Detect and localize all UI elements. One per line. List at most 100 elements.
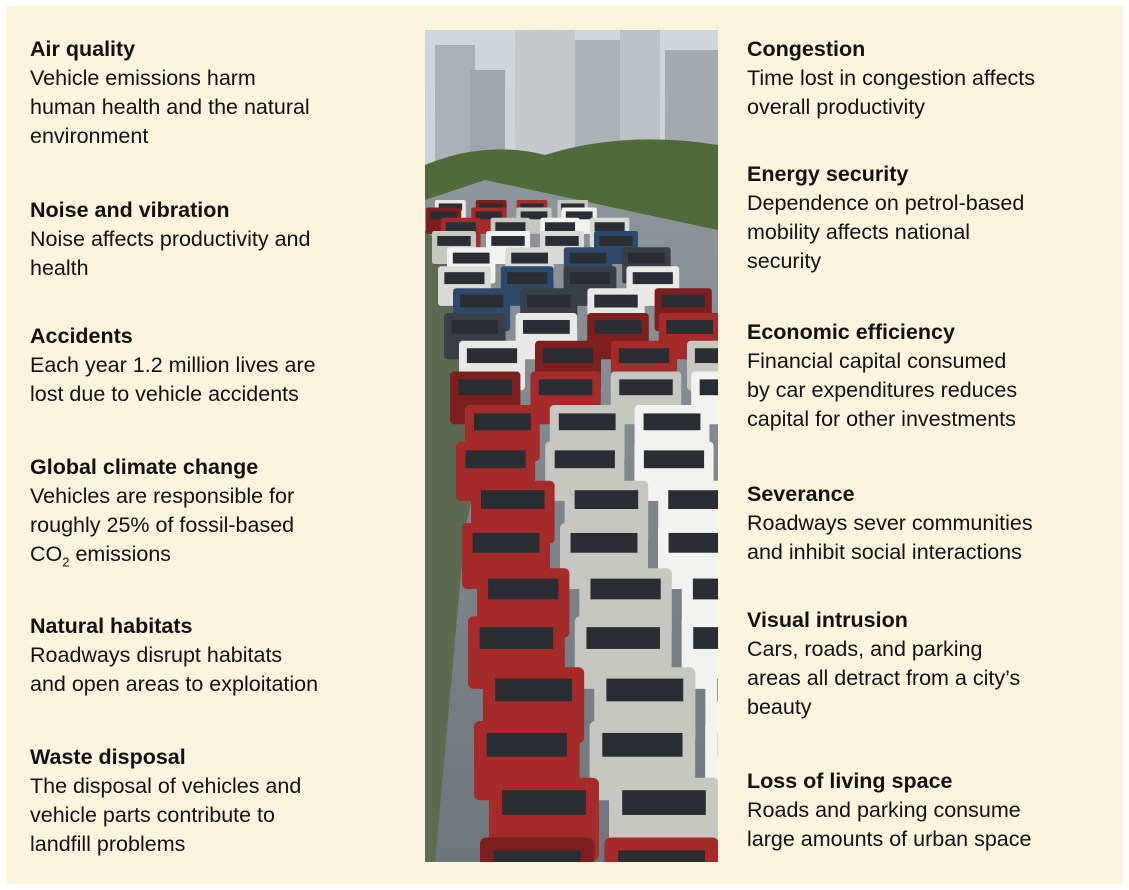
factor-text: areas all detract from a city’s: [747, 666, 1021, 690]
car-window: [606, 678, 684, 702]
car-window: [502, 790, 586, 815]
car-window: [594, 319, 642, 334]
factor: Energy security Dependence on petrol-base…: [747, 160, 1024, 276]
car-window: [459, 294, 504, 308]
car-window: [643, 413, 701, 431]
factor: Accidents Each year 1.2 million lives are…: [30, 322, 316, 409]
car-window: [479, 203, 503, 211]
factor: Air quality Vehicle emissions harm human h…: [30, 35, 310, 151]
car-window: [544, 222, 576, 232]
car-window: [465, 450, 526, 469]
factor-text: environment: [30, 124, 149, 148]
car-window: [495, 222, 526, 232]
factor-text: beauty: [747, 695, 812, 719]
factor-title: Energy security: [747, 162, 909, 186]
factor-title: Waste disposal: [30, 745, 186, 769]
factor: Economic efficiency Financial capital con…: [747, 318, 1017, 434]
car-window: [445, 222, 476, 232]
car-window: [668, 532, 718, 553]
car-window: [542, 348, 594, 364]
factor: Loss of living space Roads and parking co…: [747, 767, 1031, 854]
cars: [426, 200, 718, 862]
car-window: [570, 532, 638, 553]
factor-text: Vehicles are responsible for: [30, 484, 295, 508]
car-window: [599, 236, 633, 246]
factor-title: Economic efficiency: [747, 320, 955, 344]
factor: Global climate change Vehicles are respon…: [30, 453, 294, 569]
factor-text: landfill problems: [30, 832, 186, 856]
car-window: [692, 578, 718, 600]
car-window: [628, 252, 665, 264]
traffic-photo: [425, 30, 718, 862]
car-window: [466, 348, 518, 364]
car-window: [444, 272, 485, 285]
car-window: [569, 272, 611, 285]
car-window: [619, 379, 673, 396]
car-window: [622, 790, 706, 815]
factor-text: lost due to vehicle accidents: [30, 382, 299, 406]
car-window: [561, 203, 585, 211]
factor: Noise and vibration Noise affects product…: [30, 196, 310, 283]
factor-title: Noise and vibration: [30, 198, 230, 222]
factor-text: Each year 1.2 million lives are: [30, 353, 316, 377]
factor-text: capital for other investments: [747, 407, 1016, 431]
factor-text: Roadways disrupt habitats: [30, 643, 283, 667]
car-window: [437, 236, 471, 246]
car-window: [558, 413, 616, 431]
car-window: [590, 578, 661, 600]
car-window: [522, 319, 570, 334]
car-window: [438, 203, 463, 211]
car-window: [569, 252, 607, 264]
car-window: [481, 490, 545, 510]
car-window: [495, 678, 573, 702]
car-window: [574, 490, 639, 510]
factor-text: Vehicle emissions harm: [30, 66, 256, 90]
factor-title: Global climate change: [30, 455, 259, 479]
factor-text: The disposal of vehicles and: [30, 774, 302, 798]
car-window: [565, 211, 593, 220]
factor-text: and open areas to exploitation: [30, 672, 319, 696]
factor-title: Natural habitats: [30, 614, 193, 638]
factor-text: Roadways sever communities: [747, 511, 1033, 535]
car-window: [594, 294, 638, 308]
car-window: [475, 211, 503, 220]
car-window: [458, 379, 512, 396]
factor-title: Loss of living space: [747, 769, 953, 793]
factor-text: Roads and parking consume: [747, 798, 1021, 822]
car-window: [693, 627, 718, 649]
factor: Severance Roadways sever communities and i…: [747, 480, 1033, 567]
factor: Natural habitats Roadways disrupt habitat…: [30, 612, 318, 699]
car-window: [618, 348, 670, 364]
factor: Waste disposal The disposal of vehicles a…: [30, 743, 301, 859]
factor-text: security: [747, 249, 822, 273]
car-window: [520, 211, 548, 220]
car-window: [479, 627, 554, 649]
formula-subscript: 2: [62, 554, 70, 570]
factor: Visual intrusion Cars, roads, and parking…: [747, 606, 1020, 722]
car-window: [527, 294, 571, 308]
factor-text: and inhibit social interactions: [747, 540, 1022, 564]
factor-text: Time lost in congestion affects: [747, 66, 1036, 90]
factor-text: CO2 emissions: [30, 540, 294, 569]
factor-title: Congestion: [747, 37, 866, 61]
car-window: [661, 294, 705, 308]
car-window: [473, 413, 531, 431]
car-window: [488, 578, 559, 600]
factor: Congestion Time lost in congestion affect…: [747, 35, 1035, 122]
factor-title: Visual intrusion: [747, 608, 908, 632]
factor-text: human health and the natural: [30, 95, 310, 119]
car-window: [668, 490, 718, 510]
factor-title: Accidents: [30, 324, 133, 348]
factor-text: health: [30, 256, 89, 280]
car-window: [538, 379, 593, 396]
car-window: [472, 532, 540, 553]
car-window: [452, 252, 490, 264]
car-window: [451, 319, 499, 334]
car-window: [554, 450, 615, 469]
factor-text: Financial capital consumed: [747, 349, 1007, 373]
car-window: [594, 222, 625, 232]
factor-text: large amounts of urban space: [747, 827, 1032, 851]
factor-text: Dependence on petrol-based: [747, 191, 1025, 215]
car-window: [632, 272, 673, 285]
factor-text: Cars, roads, and parking: [747, 637, 983, 661]
